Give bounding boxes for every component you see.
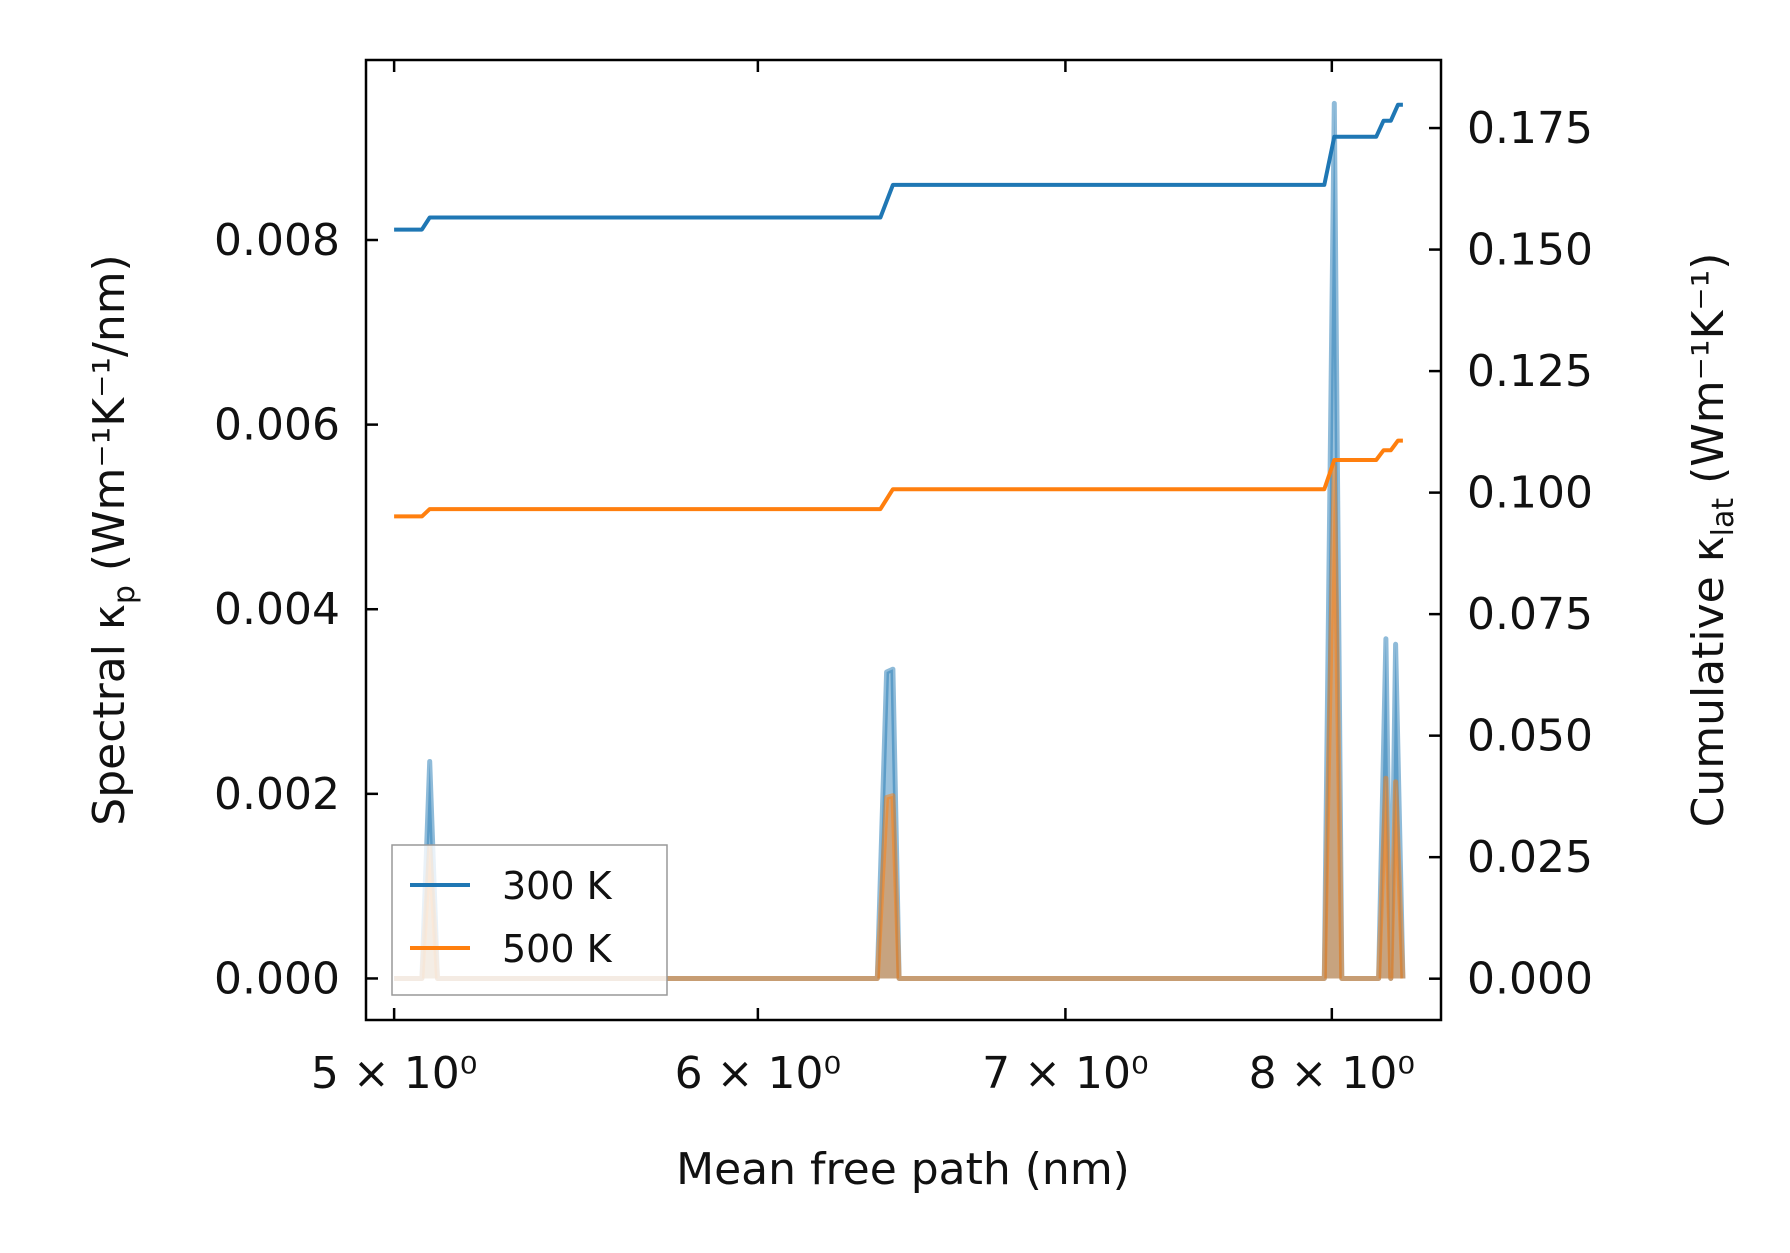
legend-box — [391, 844, 668, 996]
y-right-label-unit: (Wm⁻¹K⁻¹) — [1683, 253, 1734, 498]
y-left-tick-label: 0.008 — [214, 215, 340, 266]
y-left-label-main: Spectral κ — [84, 604, 135, 826]
x-tick-label: 8 × 10⁰ — [1249, 1048, 1415, 1099]
y-right-tick-label: 0.125 — [1467, 346, 1593, 397]
y-right-tick-label: 0.100 — [1467, 468, 1593, 519]
legend-label-500k: 500 K — [502, 927, 613, 971]
y-right-label-sub: lat — [1706, 498, 1741, 537]
y-right-label-main: Cumulative κ — [1683, 536, 1734, 827]
legend-label-300k: 300 K — [502, 864, 613, 908]
cumulative-line-0 — [394, 102, 1403, 232]
y-left-tick-label: 0.004 — [214, 584, 340, 635]
y-left-tick-label: 0.006 — [214, 400, 340, 451]
y-right-tick-label: 0.025 — [1467, 832, 1593, 883]
y-right-tick-label: 0.000 — [1467, 954, 1593, 1005]
y-right-tick-label: 0.075 — [1467, 589, 1593, 640]
y-axis-right-label: Cumulative κlat (Wm⁻¹K⁻¹) — [1683, 253, 1741, 828]
x-axis-label: Mean free path (nm) — [676, 1144, 1130, 1195]
y-right-tick-label: 0.175 — [1467, 103, 1593, 154]
y-axis-left-label: Spectral κp (Wm⁻¹K⁻¹/nm) — [84, 254, 142, 825]
y-right-tick-label: 0.050 — [1467, 711, 1593, 762]
legend: 300 K 500 K — [391, 844, 668, 996]
x-tick-label: 6 × 10⁰ — [675, 1048, 841, 1099]
y-left-label-unit: (Wm⁻¹K⁻¹/nm) — [84, 254, 135, 585]
y-axis-right: 0.000 0.025 0.050 0.075 0.100 0.125 0.150 0.175 — [1429, 103, 1593, 1005]
x-tick-label: 7 × 10⁰ — [982, 1048, 1148, 1099]
x-axis: 5 × 10⁰ 6 × 10⁰ 7 × 10⁰ 8 × 10⁰ — [311, 60, 1415, 1099]
y-right-tick-label: 0.150 — [1467, 225, 1593, 276]
y-left-label-sub: p — [107, 585, 142, 604]
x-tick-label: 5 × 10⁰ — [311, 1048, 477, 1099]
y-left-tick-label: 0.002 — [214, 769, 340, 820]
y-left-tick-label: 0.000 — [214, 953, 340, 1004]
y-axis-left: 0.000 0.002 0.004 0.006 0.008 — [214, 215, 378, 1004]
cumulative-layer — [394, 102, 1403, 519]
cumulative-line-1 — [394, 438, 1403, 519]
